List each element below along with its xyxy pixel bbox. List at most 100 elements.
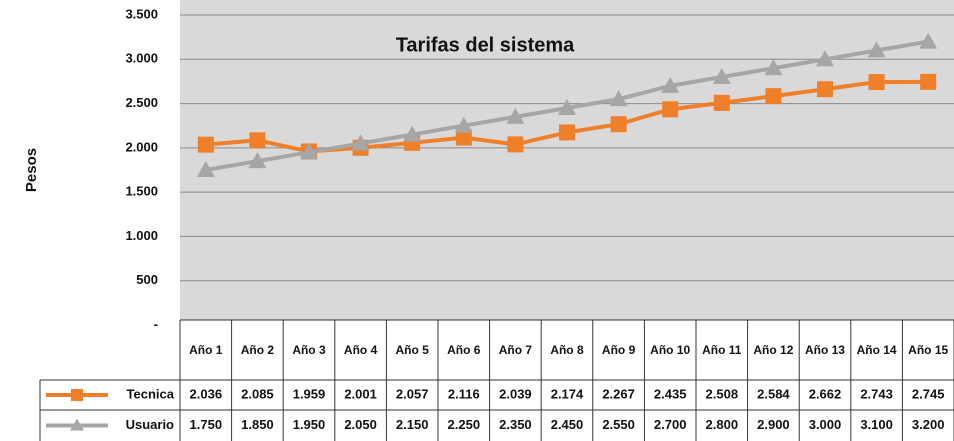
x-tick-label: Año 13 [804,343,845,357]
marker [351,134,370,151]
legend-marker [71,389,83,401]
x-tick-label: Año 6 [447,343,481,357]
x-tick-label-box: Año 5 [395,343,429,357]
marker [609,90,628,107]
x-tick-label-box: Año 7 [498,343,533,357]
x-tick-label-box: Año 2 [240,343,275,357]
x-tick-label-box: Año 14 [856,343,897,357]
data-label: 2.743 [860,386,893,401]
x-tick-label: Año 7 [498,343,533,357]
x-tick-label: Año 1 [189,343,223,357]
x-tick-label-box: Año 3 [292,343,326,357]
x-tick-label: Año 3 [292,343,326,357]
x-tick-label: Año 5 [395,343,429,357]
legend-marker [70,418,84,431]
marker [868,74,885,91]
data-label: 2.057 [396,386,429,401]
data-label: 2.662 [809,386,842,401]
x-tick-label-box: Año 11 [702,343,742,357]
chart-title: Tarifas del sistema [396,34,575,56]
marker [197,136,214,153]
data-label: 1.750 [190,417,223,432]
marker [506,107,525,124]
data-label: 2.116 [448,386,480,401]
data-label: 2.085 [241,386,274,401]
data-label: 2.584 [757,386,790,401]
data-label: 2.001 [344,386,377,401]
x-tick-label: Año 4 [343,343,378,357]
y-tick-label: 3.000 [125,51,158,66]
data-label: 1.959 [293,386,326,401]
y-tick-label: 1.500 [125,184,158,199]
data-label: 2.250 [448,417,481,432]
x-tick-label: Año 14 [856,343,897,357]
marker [507,136,524,153]
marker [713,94,730,111]
marker [249,132,266,149]
x-tick-label-box: Año 13 [804,343,845,357]
data-label: 2.745 [912,386,945,401]
x-tick-label: Año 12 [753,343,794,357]
y-tick-label: 2.500 [125,95,158,110]
y-tick-label: 3.500 [125,6,158,21]
marker [248,152,267,169]
marker [712,68,731,84]
y-tick-label: 1.000 [125,228,158,243]
x-tick-label-box: Año 9 [601,343,636,357]
x-tick-label-box: Año 12 [753,343,794,357]
y-tick-label: - [154,316,158,331]
marker [816,50,834,67]
marker [919,32,938,49]
marker [765,88,782,105]
data-label: 3.200 [912,417,945,432]
marker [610,116,627,133]
data-label: 2.900 [757,417,790,432]
data-label: 2.050 [344,417,377,432]
marker [454,116,473,133]
data-label: 2.450 [551,417,584,432]
data-label: 1.950 [293,417,326,432]
marker [764,59,783,76]
x-tick-label: Año 15 [908,343,949,357]
x-tick-label-box: Año 4 [343,343,378,357]
y-tick-label: 500 [136,272,158,287]
marker [661,76,680,93]
data-label: 2.150 [396,417,429,432]
data-label: 3.000 [809,417,842,432]
data-label: 3.100 [860,417,893,432]
y-tick-label: 2.000 [125,139,158,154]
x-tick-label-box: Año 6 [447,343,481,357]
x-tick-label-box: Año 10 [650,343,691,357]
data-label: 2.174 [551,386,584,401]
marker [817,81,833,98]
x-tick-label: Año 9 [601,343,636,357]
data-label: 2.800 [706,417,739,432]
data-label: 2.700 [654,417,687,432]
x-tick-label: Año 11 [702,343,742,357]
marker [558,99,576,115]
legend-label: Tecnica [127,386,175,401]
x-tick-label: Año 2 [240,343,275,357]
data-label: 2.036 [190,386,223,401]
x-tick-label: Año 8 [550,343,584,357]
x-tick-label: Año 10 [650,343,691,357]
data-label: 2.435 [654,386,687,401]
marker [920,73,937,90]
x-tick-label-box: Año 8 [550,343,584,357]
data-label: 2.039 [499,386,532,401]
marker [455,129,472,146]
data-label: 2.508 [706,386,739,401]
marker [867,41,886,58]
legend-label: Usuario [126,417,174,432]
data-label: 2.267 [602,386,635,401]
x-tick-label-box: Año 15 [908,343,949,357]
data-label: 2.350 [499,417,532,432]
marker [559,124,575,141]
marker [196,161,215,177]
y-axis-label: Pesos [23,148,40,192]
marker [662,101,679,118]
x-tick-label-box: Año 1 [189,343,223,357]
marker [300,143,318,160]
data-label: 1.850 [241,417,274,432]
